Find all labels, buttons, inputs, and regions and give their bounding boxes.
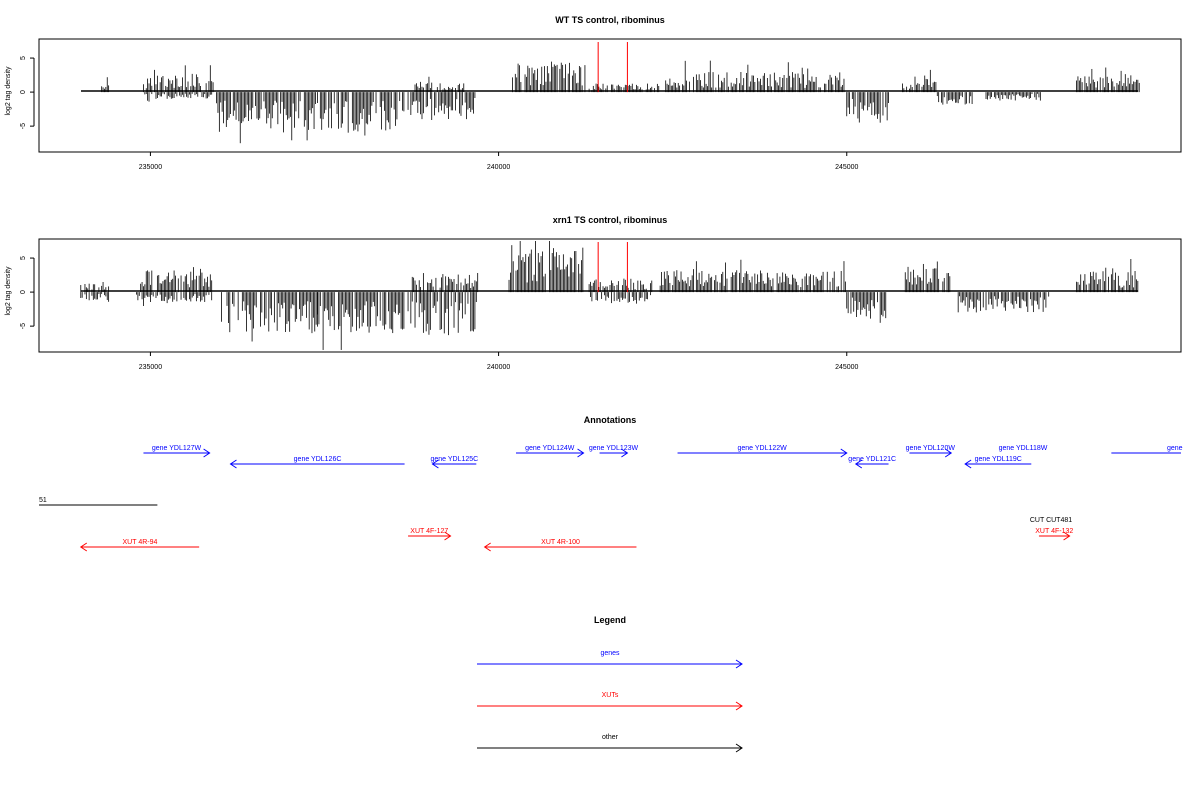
feature-arrowhead [944, 448, 953, 458]
feature-arrowhead [444, 531, 452, 541]
feature-arrowhead [229, 459, 237, 469]
feature-label: XUT 4F-132 [1035, 528, 1073, 535]
feature-arrowhead [1063, 531, 1071, 541]
chart-title-wt: WT TS control, ribominus [555, 15, 665, 25]
feature-xut-4f-127: XUT 4F-127 [408, 528, 452, 541]
chart-panel-wt: WT TS control, ribominus -5 0 5 235000 2400… [5, 15, 1182, 171]
feature-label: XUT 4R-94 [123, 539, 158, 546]
feature-gene-ydl119c: gene YDL119C [964, 456, 1032, 469]
feature-gene-ydl126c: gene YDL126C [229, 456, 405, 469]
feature-label: gene YDL118W [999, 445, 1048, 452]
chart-panel-xrn1: xrn1 TS control, ribominus -5 0 5 235000 24… [5, 215, 1182, 371]
plot-box-wt [38, 38, 1182, 153]
feature-label: gene YDL125C [430, 456, 478, 463]
feature-gene-ydl124w: gene YDL124W [515, 445, 585, 458]
feature-arrowhead [854, 459, 863, 469]
x-axis-xrn1: 235000 240000 245000 [139, 351, 859, 371]
y-tick-label: -5 [20, 123, 27, 129]
feature-xut-4f-132: XUT 4F-132 [1035, 528, 1073, 541]
x-tick-label: 240000 [487, 364, 510, 371]
y-tick-label: 0 [20, 90, 27, 94]
feature-gene-ydl127w: gene YDL127W [143, 445, 211, 458]
y-axis-label-xrn1: log2 tag density [5, 266, 12, 316]
feature-gene-ydl123w: gene YDL123W [589, 445, 639, 458]
feature-tracks: gene YDL127W gene YDL126C gene YDL125C gene… [79, 445, 1183, 552]
legend-arrowhead [735, 743, 743, 753]
feature-arrowhead [483, 542, 491, 552]
legend-items: genes XUTs other [477, 650, 743, 753]
x-tick-label: 245000 [835, 164, 858, 171]
feature-gene-ydl121c: gene YDL121C [848, 456, 896, 469]
legend-arrowhead [735, 701, 743, 711]
feature-label: gene YDL120W [906, 445, 956, 452]
feature-label: CUT CUT481 [1030, 517, 1072, 524]
feature-gene-ydl125c: gene YDL125C [430, 456, 478, 469]
signal-bars-wt [101, 60, 1140, 144]
y-axis-label-wt: log2 tag density [5, 66, 12, 116]
feature-label: gene YDL124W [525, 445, 575, 452]
x-tick-label: 245000 [835, 364, 858, 371]
annotations-title: Annotations [584, 415, 637, 425]
feature-label: gene YDL127W [152, 445, 202, 452]
feature-label: gene [1167, 445, 1183, 452]
feature-arrowhead [840, 448, 848, 458]
x-tick-label: 240000 [487, 164, 510, 171]
y-axis-wt: -5 0 5 [20, 56, 35, 129]
legend-label: XUTs [602, 692, 619, 699]
feature-label: XUT 4F-127 [410, 528, 448, 535]
feature-label: gene YDL126C [294, 456, 342, 463]
feature-label: gene YDL123W [589, 445, 639, 452]
y-tick-label: 0 [20, 290, 27, 294]
x-axis-wt: 235000 240000 245000 [139, 151, 859, 171]
legend-panel: Legend genes XUTs other [477, 615, 743, 753]
highlight-lines-xrn1 [597, 242, 628, 293]
x-tick-label: 235000 [139, 164, 162, 171]
feature-arrowhead [577, 448, 585, 458]
legend-item-genes: genes [477, 650, 743, 669]
feature-label: gene YDL121C [848, 456, 896, 463]
y-tick-label: -5 [20, 323, 27, 329]
legend-label: genes [600, 650, 620, 657]
legend-title: Legend [594, 615, 626, 625]
feature-arrowhead [203, 448, 211, 458]
feature-gene-ydl120w: gene YDL120W [906, 445, 956, 458]
feature-arrowhead [79, 542, 88, 552]
chart-title-xrn1: xrn1 TS control, ribominus [553, 215, 668, 225]
highlight-lines-wt [597, 42, 628, 93]
feature-gene-ydl122w: gene YDL122W [677, 445, 848, 458]
feature-label: XUT 4R-100 [541, 539, 580, 546]
x-tick-label: 235000 [139, 364, 162, 371]
legend-arrowhead [735, 659, 743, 669]
y-axis-xrn1: -5 0 5 [20, 256, 35, 329]
y-tick-label: 5 [20, 256, 27, 260]
feature-gene: gene [1111, 445, 1183, 454]
legend-item-xuts: XUTs [477, 692, 743, 711]
feature-arrowhead [431, 459, 439, 469]
feature-label: gene YDL119C [975, 456, 1022, 463]
legend-label: other [602, 734, 619, 741]
feature-xut-4r-94: XUT 4R-94 [79, 539, 200, 552]
scale-bar: 51 [39, 497, 158, 506]
scale-bar-label: 51 [39, 497, 47, 504]
feature-gene-ydl118w: gene YDL118W [999, 445, 1048, 452]
feature-label: gene YDL122W [738, 445, 788, 452]
signal-bars-xrn1 [80, 241, 1139, 350]
plot-box-xrn1 [38, 238, 1182, 353]
legend-item-other: other [477, 734, 743, 753]
feature-arrowhead [621, 448, 629, 458]
feature-arrowhead [964, 459, 972, 469]
feature-xut-4r-100: XUT 4R-100 [483, 539, 637, 552]
y-tick-label: 5 [20, 56, 27, 60]
feature-cut-cut481: CUT CUT481 [1030, 517, 1072, 524]
